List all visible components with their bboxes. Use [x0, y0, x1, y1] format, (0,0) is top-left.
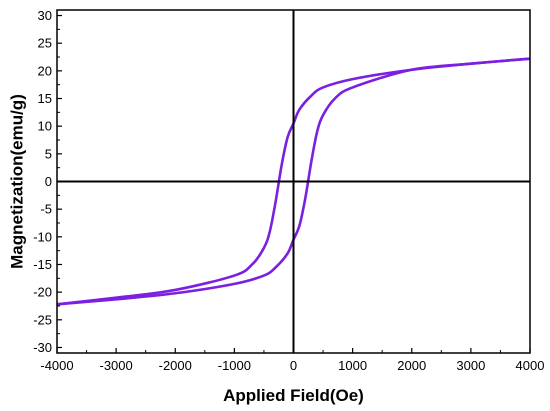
- y-tick-label: -30: [33, 340, 52, 355]
- x-tick-label: -4000: [40, 358, 73, 373]
- x-tick-label: -2000: [159, 358, 192, 373]
- x-tick-label: -3000: [100, 358, 133, 373]
- reference-lines: [57, 10, 530, 353]
- y-tick-label: 5: [45, 146, 52, 161]
- y-tick-label: -5: [40, 202, 52, 217]
- y-tick-label: 30: [38, 8, 52, 23]
- x-tick-label: 3000: [456, 358, 485, 373]
- x-tick-label: 2000: [397, 358, 426, 373]
- y-axis-title: Magnetization(emu/g): [7, 94, 26, 269]
- x-tick-label: -1000: [218, 358, 251, 373]
- series-group: [56, 57, 531, 306]
- y-tick-label: -25: [33, 312, 52, 327]
- hysteresis-branch-1: [56, 57, 531, 306]
- y-tick-label: -20: [33, 285, 52, 300]
- y-tick-label: 20: [38, 63, 52, 78]
- y-axis-ticks: 30 25 20 15 10 5 0 -5 -10 -15 -20 -25 -30: [33, 8, 62, 355]
- x-tick-label: 1000: [338, 358, 367, 373]
- y-tick-label: 15: [38, 91, 52, 106]
- y-tick-label: -10: [33, 229, 52, 244]
- y-tick-label: 10: [38, 119, 52, 134]
- y-tick-label: 0: [45, 174, 52, 189]
- y-tick-label: -15: [33, 257, 52, 272]
- x-tick-label: 0: [290, 358, 297, 373]
- y-tick-label: 25: [38, 36, 52, 51]
- hysteresis-branch-2: [56, 57, 531, 306]
- x-axis-title: Applied Field(Oe): [223, 386, 364, 405]
- x-tick-label: 4000: [516, 358, 545, 373]
- x-axis-ticks: -4000 -3000 -2000 -1000 0 1000 2000 3000 4000: [40, 348, 544, 373]
